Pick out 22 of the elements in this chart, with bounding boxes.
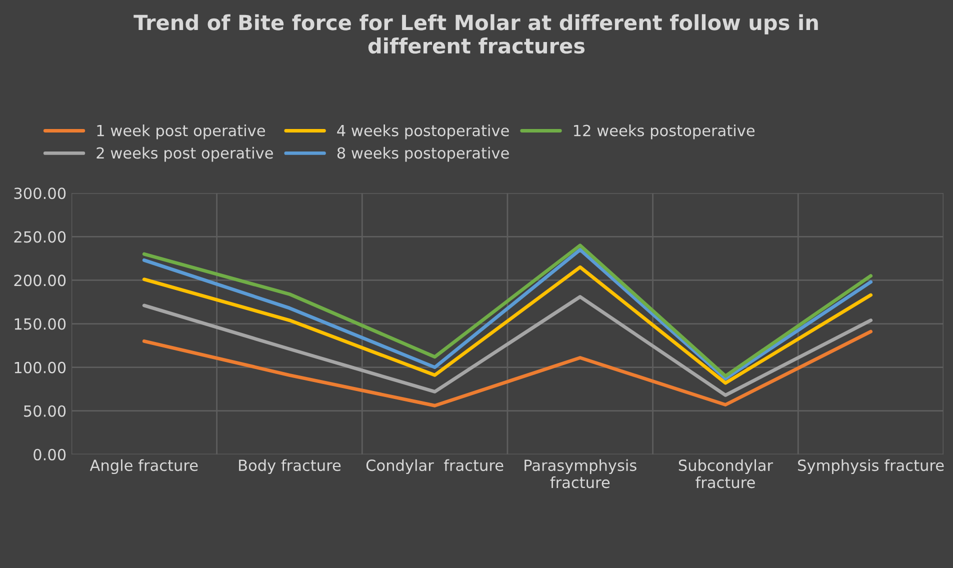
y-tick-label: 250.00 xyxy=(14,231,66,243)
y-tick-label: 50.00 xyxy=(24,405,66,417)
legend-label: 12 weeks postoperative xyxy=(574,124,755,140)
chart-title: Trend of Bite force for Left Molar at different follow ups in different fractures xyxy=(134,14,818,54)
line-series xyxy=(142,265,873,385)
y-tick-label: 0.00 xyxy=(34,448,66,460)
y-tick-label: 150.00 xyxy=(14,318,66,330)
y-tick-label: 200.00 xyxy=(14,274,66,286)
y-tick-label: 300.00 xyxy=(14,188,66,200)
x-tick-label: Angle fracture xyxy=(90,459,198,474)
x-tick-label: Subcondylar fracture xyxy=(678,459,774,488)
legend-label: 8 weeks postoperative xyxy=(337,146,509,162)
x-tick-label: Body fracture xyxy=(239,459,341,474)
x-tick-label: Parasymphysis fracture xyxy=(524,459,636,488)
y-tick-label: 100.00 xyxy=(14,362,66,374)
legend-label: 1 week post operative xyxy=(97,124,265,140)
x-tick-label: Symphysis fracture xyxy=(798,459,944,474)
legend-label: 2 weeks post operative xyxy=(96,146,273,162)
line-series xyxy=(142,295,873,397)
x-tick-label: Condylar fracture xyxy=(366,459,504,474)
legend-label: 4 weeks postoperative xyxy=(337,124,509,140)
line-series xyxy=(142,330,873,408)
